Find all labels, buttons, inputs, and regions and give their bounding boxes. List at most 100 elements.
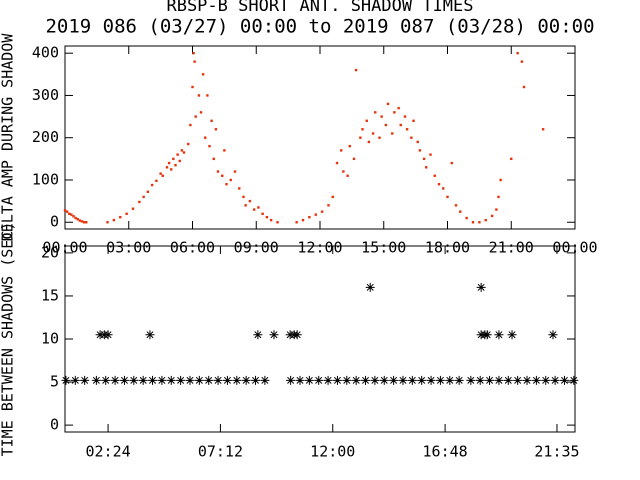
x-tick-label: 02:24 [85,443,130,461]
data-point [193,60,196,63]
data-point [253,330,263,340]
data-point [340,149,343,152]
y-tick-label: 15 [41,286,59,304]
data-point [466,375,476,385]
data-point [191,85,194,89]
data-point [80,220,84,223]
data-point [70,375,80,385]
data-point [185,375,195,385]
data-point [206,94,209,97]
data-point [393,111,396,114]
data-point [342,170,345,173]
data-point [252,208,256,211]
data-point [459,210,462,213]
data-point [223,149,226,152]
data-point [367,140,371,144]
data-point [484,218,487,222]
data-point [351,375,361,385]
data-point [176,375,186,385]
data-point [476,282,486,292]
data-point [265,215,269,219]
data-point [378,136,381,139]
x-tick-label: 07:12 [198,443,243,461]
data-point [204,136,207,139]
y-axis-label: DELTA AMP DURING SHADOW [0,33,17,242]
data-point [335,161,339,165]
data-point [510,157,513,161]
data-point [522,375,532,385]
data-point [150,183,154,187]
data-point [445,375,455,385]
data-point [257,206,260,209]
data-point [129,375,139,385]
data-point [386,102,390,106]
data-point [286,375,296,385]
data-point [161,174,164,177]
data-point [248,199,252,203]
data-point [314,213,317,216]
y-tick-label: 0 [50,213,59,231]
y-tick-label: 0 [50,416,59,434]
data-point [276,221,279,224]
data-point [352,157,356,161]
data-point [241,375,251,385]
data-point [72,215,75,218]
data-point [232,375,242,385]
data-point [110,375,120,385]
data-point [194,115,197,118]
data-point [550,375,560,385]
data-point [301,218,305,222]
data-point [320,210,324,213]
data-point [212,157,215,161]
data-point [82,221,86,224]
data-point [380,115,383,118]
data-point [425,166,428,169]
data-point [348,144,351,148]
data-point [398,375,408,385]
data-point [497,195,500,199]
data-point [269,218,273,222]
data-point [238,187,241,190]
data-point [454,204,458,207]
data-point [365,119,368,123]
data-point [78,219,82,222]
data-point [166,375,176,385]
data-point [370,375,380,385]
data-point [327,204,330,207]
data-point [146,190,150,194]
data-point [68,212,71,215]
data-point [155,179,158,183]
data-point [225,183,228,186]
data-point [365,282,375,292]
y-tick-label: 200 [32,128,59,146]
data-point [292,330,302,340]
data-point [159,172,162,175]
y-tick-label: 20 [41,243,59,261]
data-point [429,153,432,156]
data-point [346,174,349,177]
data-point [426,375,436,385]
data-point [417,375,427,385]
data-point [63,209,67,212]
x-tick-label: 06:00 [170,239,215,257]
data-point [242,195,245,199]
data-point [197,94,201,97]
data-point [482,330,492,340]
data-point [478,221,481,224]
data-point [437,183,441,186]
data-point [172,157,175,161]
x-tick-label: 12:00 [310,443,355,461]
data-point [178,159,181,163]
data-point [119,215,122,219]
data-point [531,375,541,385]
data-point [559,375,569,385]
data-point [85,221,88,224]
data-point [304,375,314,385]
data-point [384,123,388,127]
data-point [76,218,79,221]
data-point [361,375,371,385]
data-point [103,330,113,340]
data-point [138,200,141,204]
data-point [359,136,362,139]
data-point [454,375,464,385]
